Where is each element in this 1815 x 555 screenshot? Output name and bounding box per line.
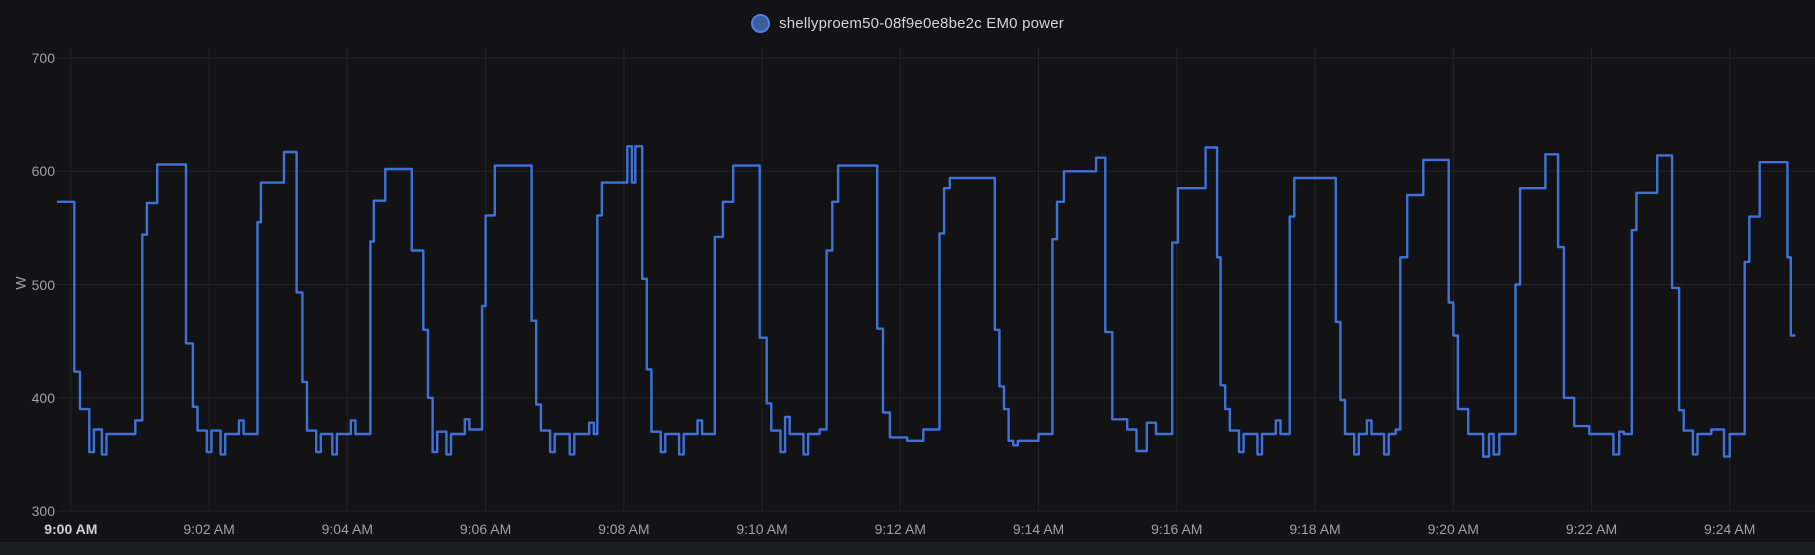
series-label: shellyproem50-08f9e0e8be2c EM0 power: [779, 14, 1064, 32]
y-tick-label: 600: [31, 163, 55, 180]
series-color-icon: [751, 13, 771, 33]
y-axis-title: W: [12, 276, 29, 290]
x-tick-label: 9:18 AM: [1289, 521, 1341, 537]
y-tick-label: 400: [31, 389, 55, 406]
y-tick-label: 300: [31, 503, 55, 519]
x-tick-label: 9:02 AM: [183, 521, 235, 537]
x-tick-label: 9:16 AM: [1151, 521, 1203, 537]
y-tick-label: 500: [31, 276, 55, 293]
legend: shellyproem50-08f9e0e8be2c EM0 power: [0, 8, 1815, 38]
series-line[interactable]: [57, 145, 1796, 458]
y-tick-label: 700: [31, 50, 55, 66]
legend-item[interactable]: shellyproem50-08f9e0e8be2c EM0 power: [751, 13, 1064, 33]
x-tick-label: 9:04 AM: [321, 521, 373, 537]
x-tick-label: 9:22 AM: [1565, 521, 1618, 537]
x-tick-label: 9:00 AM: [44, 521, 98, 537]
x-tick-label: 9:06 AM: [459, 521, 512, 537]
panel-footer-band: [0, 542, 1815, 555]
x-tick-label: 9:12 AM: [874, 521, 926, 537]
x-tick-label: 9:24 AM: [1704, 521, 1756, 537]
x-tick-label: 9:08 AM: [598, 521, 650, 537]
x-tick-label: 9:14 AM: [1012, 521, 1065, 537]
x-tick-label: 9:10 AM: [736, 521, 788, 537]
x-tick-label: 9:20 AM: [1427, 521, 1479, 537]
